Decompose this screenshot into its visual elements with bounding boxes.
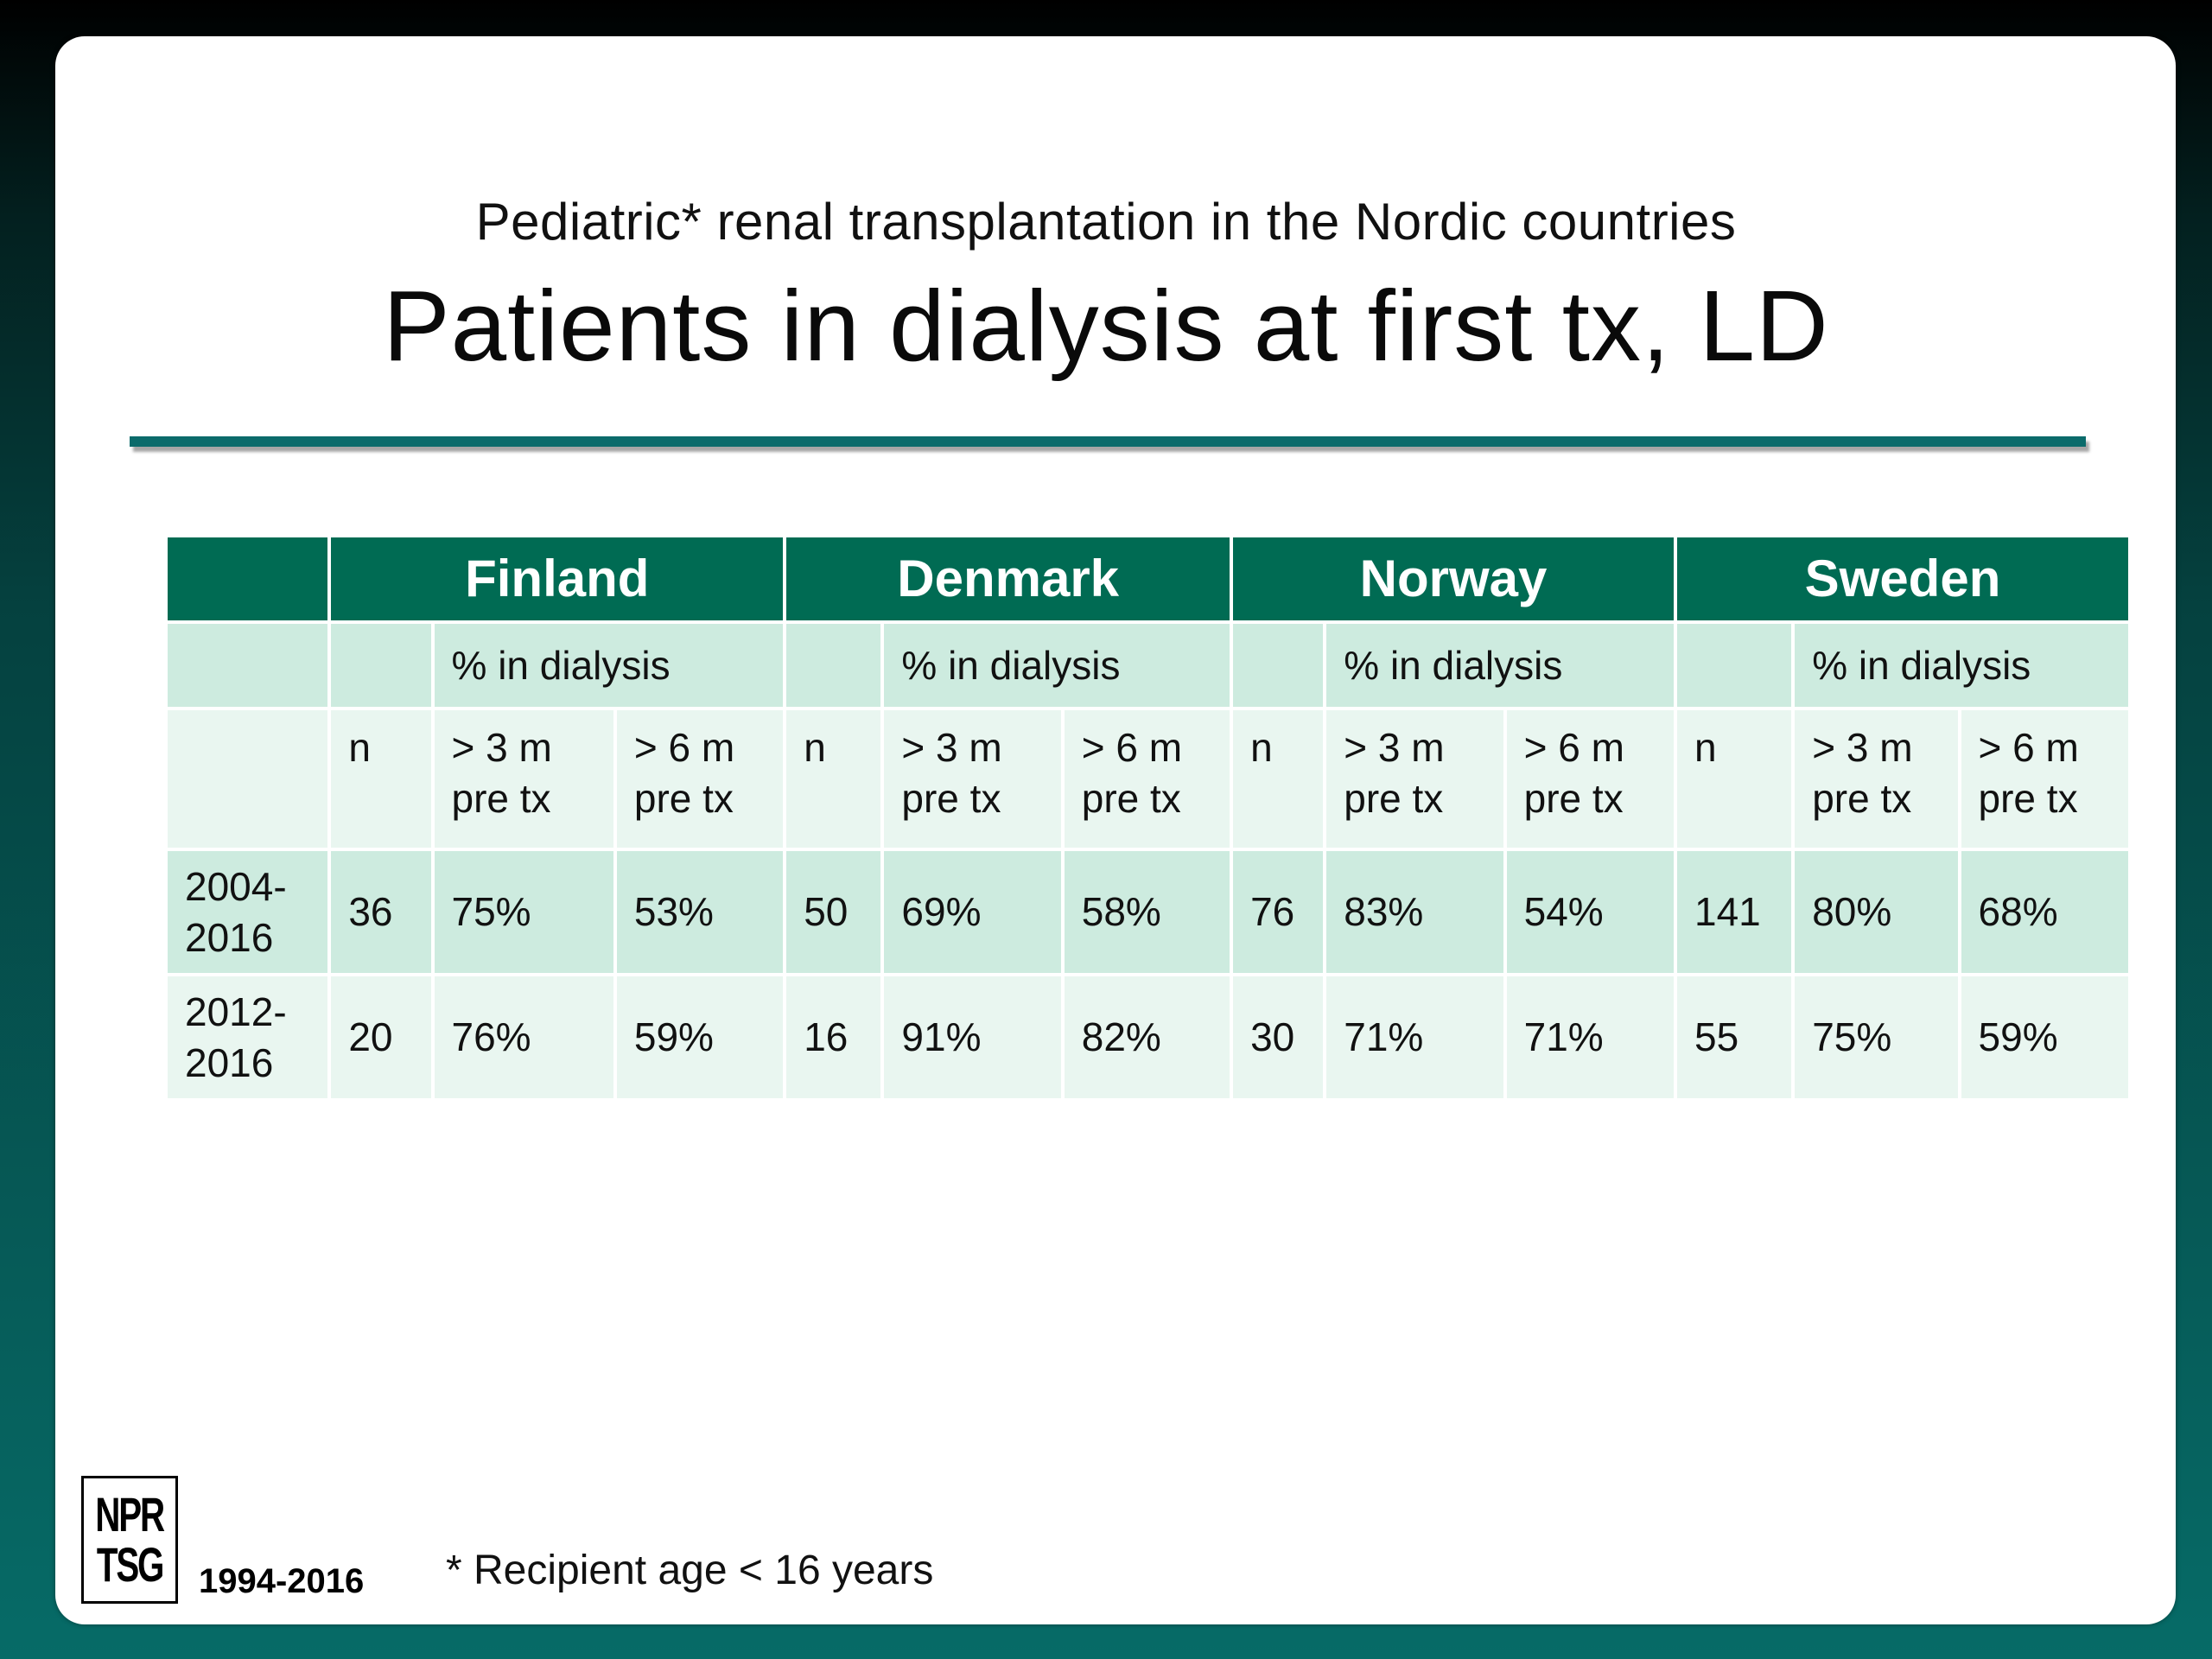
row-period: 2004- 2016 <box>168 851 328 973</box>
cell-n: 30 <box>1233 976 1324 1098</box>
registry-years: 1994-2016 <box>199 1562 365 1600</box>
col-header-gt6: > 6 m pre tx <box>1064 710 1230 848</box>
cell-gt6: 68% <box>1961 851 2128 973</box>
cell-n: 55 <box>1676 976 1792 1098</box>
dialysis-table: Finland Denmark Norway Sweden % in dialy… <box>164 534 2132 1102</box>
corner-cell <box>168 537 328 620</box>
blank-cell <box>331 624 431 707</box>
col-header-gt6: > 6 m pre tx <box>1506 710 1674 848</box>
cell-gt6: 82% <box>1064 976 1230 1098</box>
row-period: 2012- 2016 <box>168 976 328 1098</box>
cell-n: 20 <box>331 976 431 1098</box>
col-header-gt6: > 6 m pre tx <box>616 710 784 848</box>
blank-cell <box>168 710 328 848</box>
cell-n: 141 <box>1676 851 1792 973</box>
col-header-gt3: > 3 m pre tx <box>1326 710 1503 848</box>
country-norway: Norway <box>1233 537 1674 620</box>
cell-gt3: 75% <box>434 851 613 973</box>
col-header-n: n <box>331 710 431 848</box>
cell-gt3: 83% <box>1326 851 1503 973</box>
cell-gt6: 53% <box>616 851 784 973</box>
group-label: % in dialysis <box>1795 624 2128 707</box>
cell-gt3: 91% <box>884 976 1061 1098</box>
slide-title: Patients in dialysis at first tx, LD <box>383 270 1829 382</box>
col-header-gt6: > 6 m pre tx <box>1961 710 2128 848</box>
cell-gt3: 75% <box>1795 976 1958 1098</box>
group-header-row: % in dialysis % in dialysis % in dialysi… <box>168 624 2128 707</box>
cell-gt3: 69% <box>884 851 1061 973</box>
col-header-gt3: > 3 m pre tx <box>884 710 1061 848</box>
group-label: % in dialysis <box>884 624 1230 707</box>
col-header-n: n <box>1676 710 1792 848</box>
cell-gt3: 76% <box>434 976 613 1098</box>
cell-gt6: 59% <box>616 976 784 1098</box>
cell-n: 76 <box>1233 851 1324 973</box>
npr-tsg-logo: NPR TSG <box>81 1476 178 1604</box>
slide: Pediatric* renal transplantation in the … <box>55 36 2176 1624</box>
table-row: 2004- 2016 36 75% 53% 50 69% 58% 76 83% 5… <box>168 851 2128 973</box>
cell-gt6: 71% <box>1506 976 1674 1098</box>
cell-n: 50 <box>786 851 881 973</box>
blank-cell <box>168 624 328 707</box>
col-header-gt3: > 3 m pre tx <box>1795 710 1958 848</box>
cell-gt3: 71% <box>1326 976 1503 1098</box>
table-row: 2012- 2016 20 76% 59% 16 91% 82% 30 71% 7… <box>168 976 2128 1098</box>
title-divider <box>130 436 2086 447</box>
country-sweden: Sweden <box>1676 537 2128 620</box>
country-finland: Finland <box>331 537 784 620</box>
logo-line-bottom: TSG <box>96 1537 165 1592</box>
blank-cell <box>1676 624 1792 707</box>
col-header-n: n <box>786 710 881 848</box>
col-header-gt3: > 3 m pre tx <box>434 710 613 848</box>
group-label: % in dialysis <box>1326 624 1674 707</box>
cell-gt6: 58% <box>1064 851 1230 973</box>
cell-gt6: 54% <box>1506 851 1674 973</box>
blank-cell <box>786 624 881 707</box>
slide-subtitle: Pediatric* renal transplantation in the … <box>475 193 1737 251</box>
cell-n: 16 <box>786 976 881 1098</box>
blank-cell <box>1233 624 1324 707</box>
cell-gt6: 59% <box>1961 976 2128 1098</box>
country-header-row: Finland Denmark Norway Sweden <box>168 537 2128 620</box>
cell-n: 36 <box>331 851 431 973</box>
group-label: % in dialysis <box>434 624 784 707</box>
column-header-row: n > 3 m pre tx > 6 m pre tx n > 3 m pre tx … <box>168 710 2128 848</box>
country-denmark: Denmark <box>786 537 1230 620</box>
cell-gt3: 80% <box>1795 851 1958 973</box>
footnote: * Recipient age < 16 years <box>446 1548 934 1593</box>
col-header-n: n <box>1233 710 1324 848</box>
logo-line-top: NPR <box>95 1487 166 1541</box>
